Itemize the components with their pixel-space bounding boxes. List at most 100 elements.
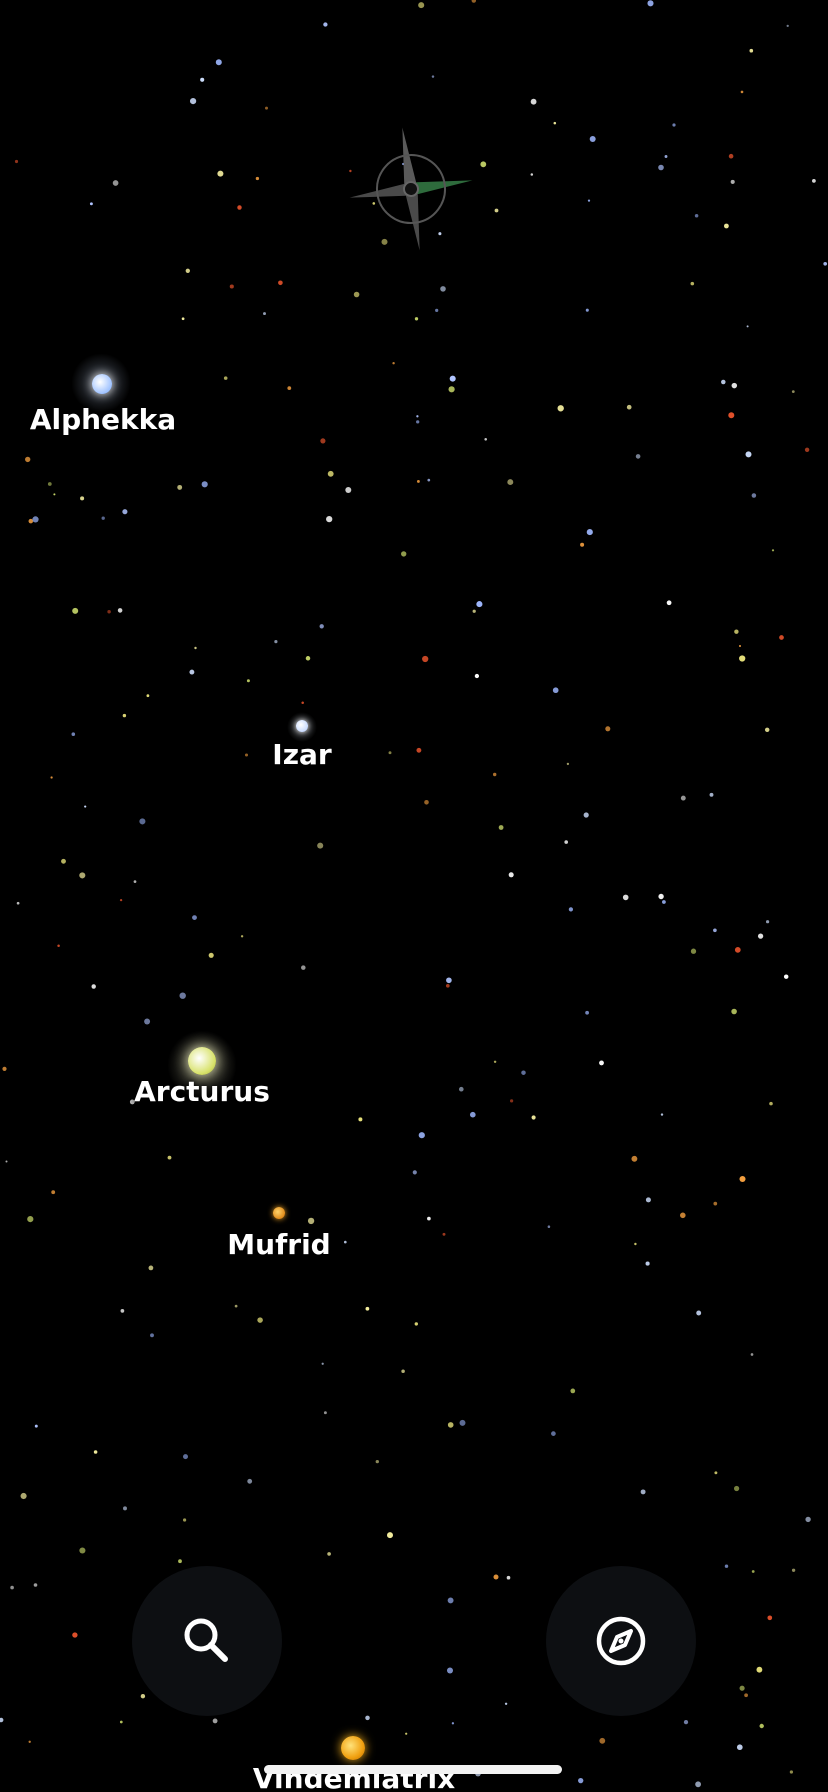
- background-star: [431, 75, 435, 78]
- background-star: [50, 776, 53, 779]
- background-star: [740, 90, 744, 94]
- background-star: [823, 261, 828, 266]
- background-star: [521, 1070, 526, 1075]
- background-star: [672, 123, 676, 127]
- background-star: [424, 799, 429, 805]
- background-star: [416, 415, 419, 418]
- background-star: [133, 880, 137, 883]
- background-star: [28, 518, 34, 524]
- background-star: [580, 542, 585, 547]
- search-button[interactable]: [132, 1566, 282, 1716]
- background-star: [471, 0, 476, 3]
- background-star: [585, 308, 589, 312]
- background-star: [10, 1585, 14, 1590]
- background-star: [278, 280, 283, 286]
- background-star: [504, 1702, 508, 1706]
- background-star: [791, 390, 795, 393]
- background-star: [319, 624, 324, 629]
- background-star: [217, 170, 224, 177]
- background-star: [234, 1304, 238, 1308]
- background-star: [589, 136, 596, 142]
- background-star: [786, 24, 789, 28]
- background-star: [767, 1615, 773, 1621]
- background-star: [148, 1265, 154, 1271]
- background-star: [458, 1086, 464, 1092]
- background-star: [547, 1225, 551, 1228]
- background-star: [449, 375, 456, 382]
- background-star: [733, 1485, 740, 1492]
- background-star: [414, 317, 419, 321]
- background-star: [112, 180, 119, 186]
- background-star: [530, 98, 537, 105]
- background-star: [507, 479, 514, 486]
- background-star: [365, 1715, 370, 1721]
- background-star: [660, 1113, 664, 1116]
- background-star: [117, 608, 123, 613]
- background-star: [734, 947, 741, 953]
- background-star: [683, 1719, 689, 1725]
- background-star: [51, 1190, 56, 1195]
- background-star: [320, 438, 326, 444]
- background-star: [189, 97, 197, 105]
- background-star: [756, 1666, 763, 1673]
- background-star: [476, 601, 483, 608]
- background-star: [626, 404, 632, 410]
- background-star: [605, 726, 611, 732]
- background-star: [119, 898, 123, 902]
- background-star: [139, 818, 146, 825]
- background-star: [418, 1132, 425, 1139]
- background-star: [728, 412, 735, 419]
- background-star: [714, 1471, 718, 1475]
- background-star: [215, 59, 222, 66]
- star-body: [92, 374, 112, 394]
- background-star: [622, 894, 629, 901]
- background-star: [493, 1574, 499, 1580]
- background-star: [32, 516, 39, 523]
- background-star: [435, 308, 439, 313]
- background-star: [167, 1155, 172, 1160]
- home-indicator[interactable]: [264, 1765, 562, 1774]
- background-star: [343, 1240, 347, 1244]
- background-star: [323, 1411, 327, 1415]
- background-star: [645, 1261, 650, 1266]
- background-star: [25, 456, 31, 463]
- background-star: [422, 655, 429, 663]
- background-star: [745, 451, 752, 458]
- background-star: [492, 772, 497, 777]
- background-star: [445, 983, 450, 988]
- compass-button[interactable]: [546, 1566, 696, 1716]
- background-star: [583, 812, 589, 818]
- background-star: [255, 176, 260, 181]
- background-star: [0, 1717, 4, 1723]
- background-star: [766, 920, 770, 924]
- background-star: [751, 493, 757, 498]
- background-star: [194, 646, 197, 650]
- background-star: [182, 1518, 187, 1522]
- background-star: [93, 1450, 98, 1454]
- background-star: [274, 640, 278, 644]
- background-star: [474, 673, 480, 679]
- background-star: [177, 484, 183, 490]
- background-star: [189, 669, 195, 675]
- background-star: [553, 121, 557, 125]
- background-star: [427, 1216, 431, 1221]
- background-star: [122, 509, 128, 515]
- background-star: [680, 795, 686, 801]
- background-star: [33, 1583, 38, 1587]
- background-star: [89, 202, 93, 206]
- background-star: [440, 286, 446, 292]
- star-label-mufrid: Mufrid: [227, 1228, 331, 1261]
- background-star: [416, 420, 420, 424]
- background-star: [212, 1718, 218, 1724]
- background-star: [739, 1685, 745, 1691]
- background-star: [731, 382, 738, 389]
- background-star: [387, 1532, 393, 1539]
- background-star: [427, 478, 431, 482]
- background-star: [472, 609, 476, 613]
- background-star: [531, 1115, 536, 1120]
- background-star: [709, 792, 714, 797]
- background-star: [16, 901, 20, 905]
- background-star: [736, 1744, 743, 1751]
